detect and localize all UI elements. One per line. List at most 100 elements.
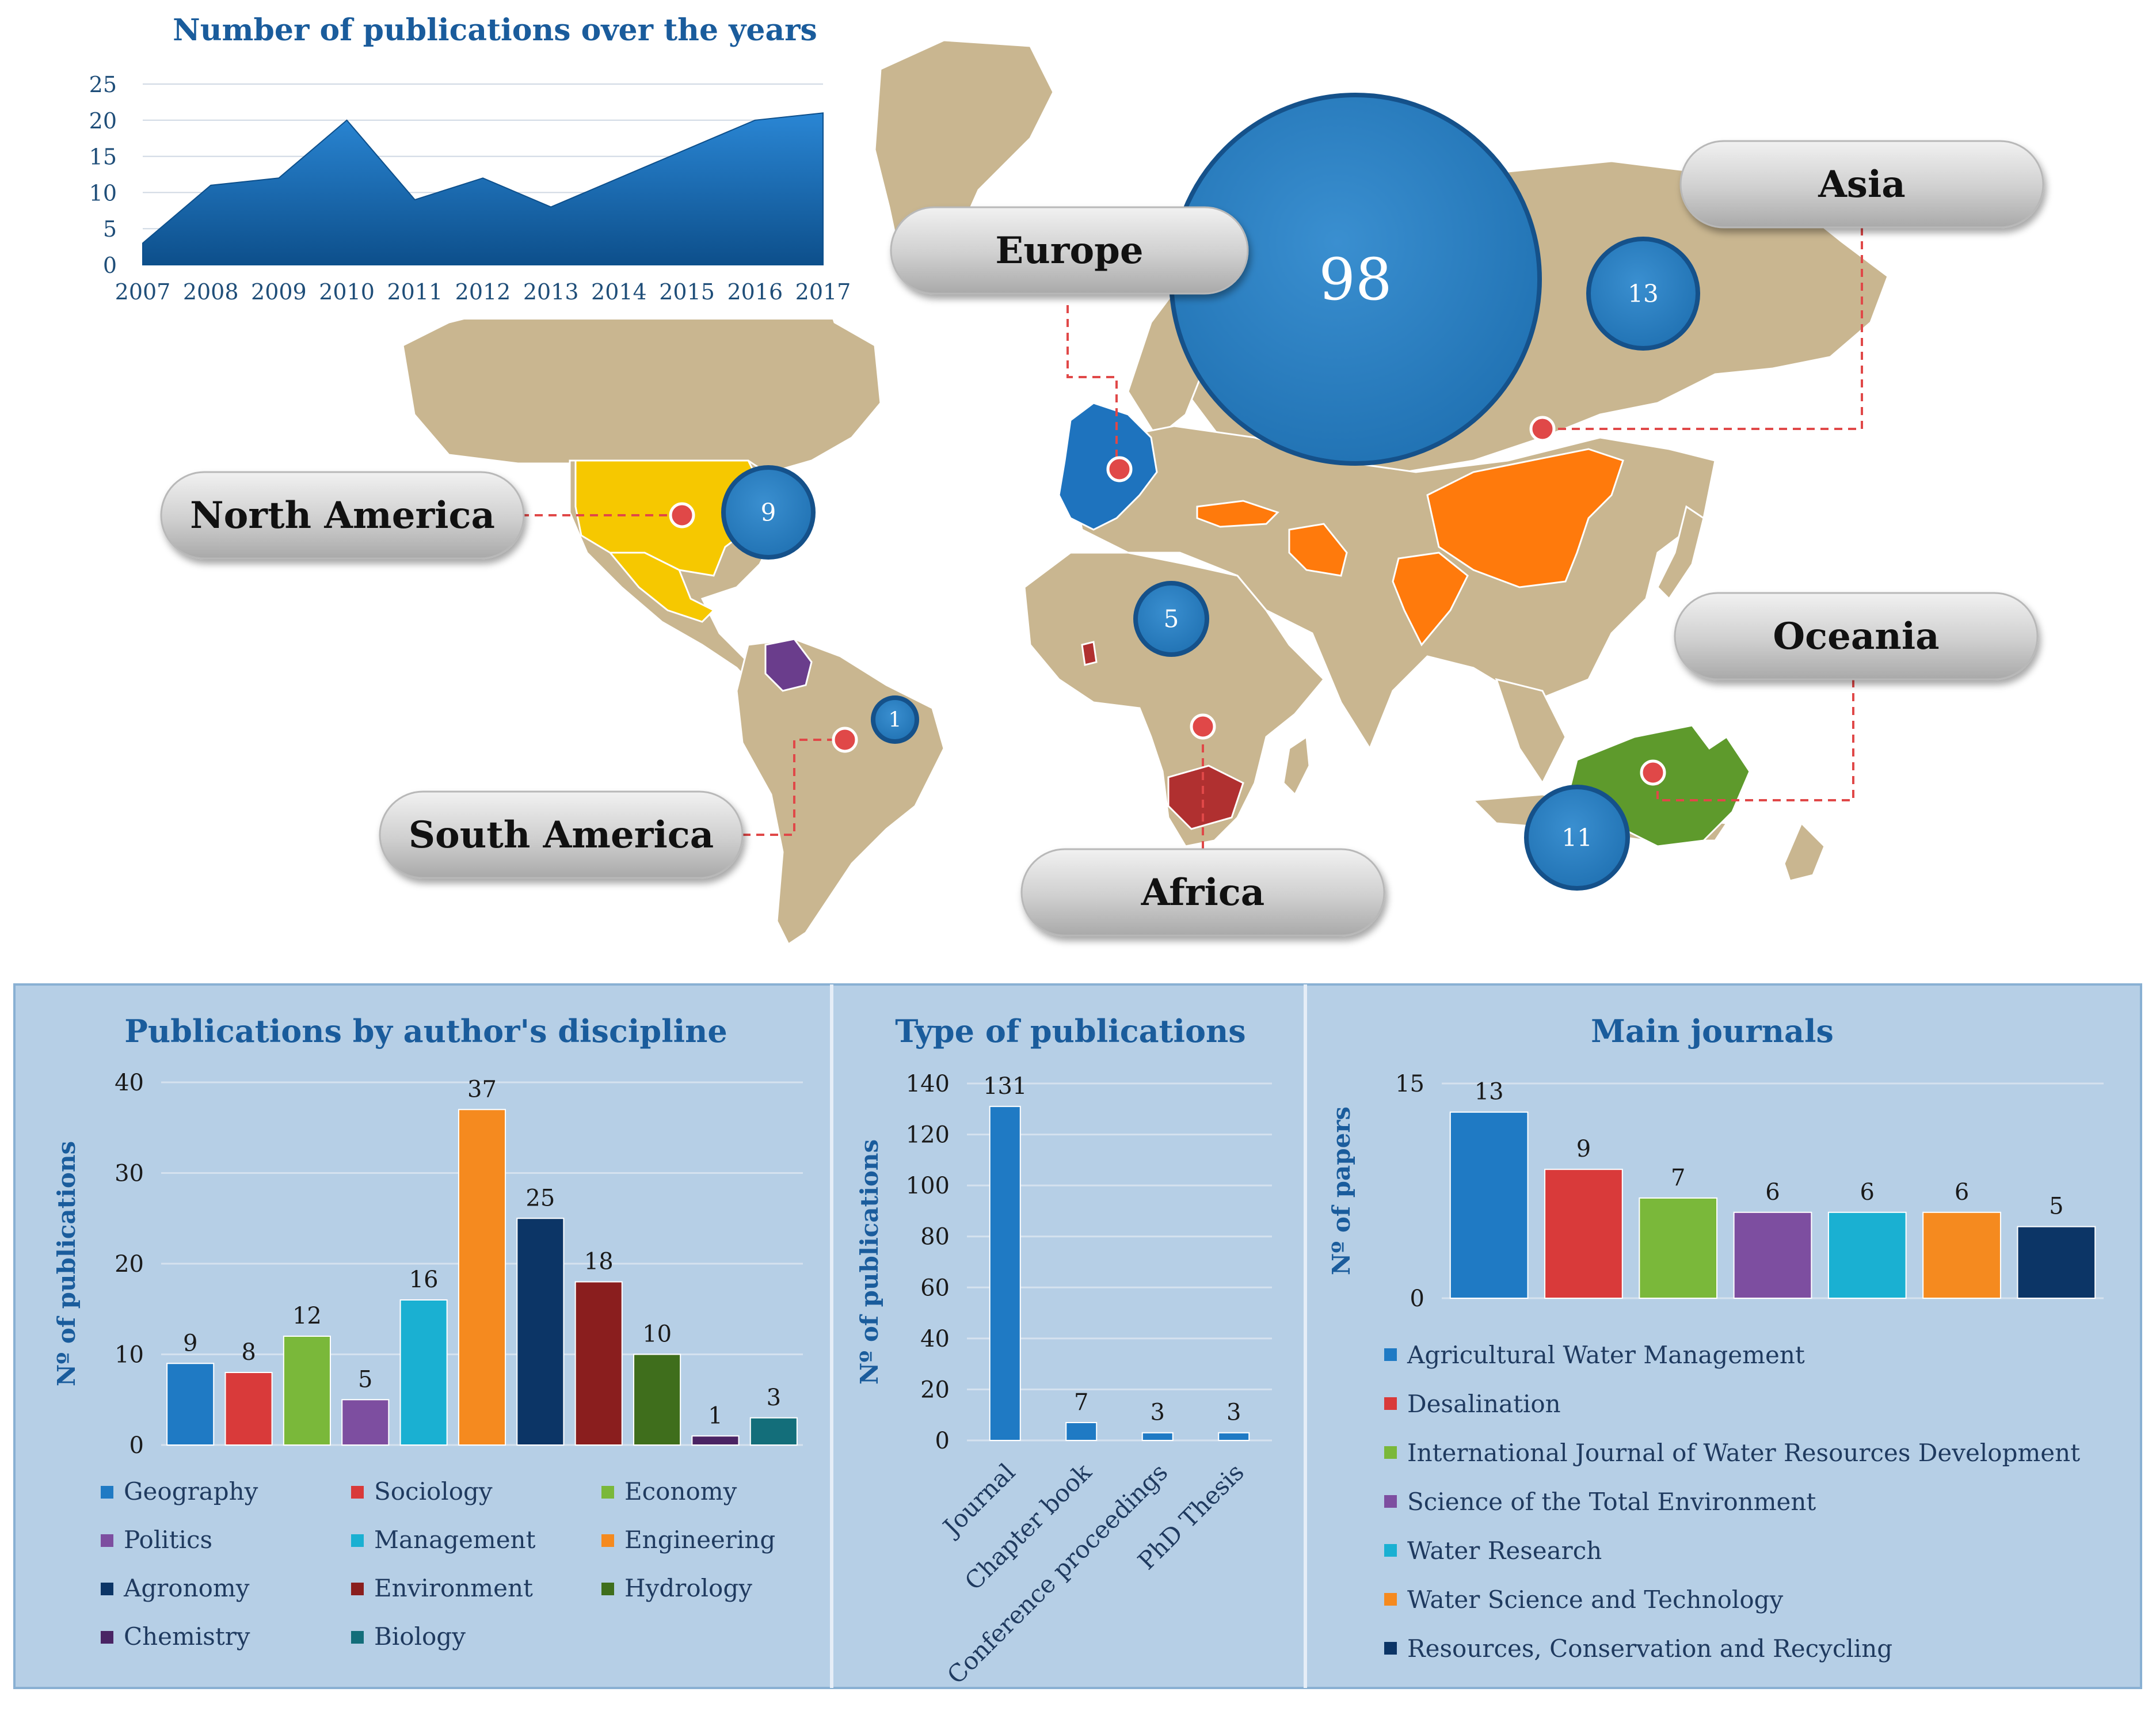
type-bar (1218, 1432, 1250, 1442)
journals-value-label: 6 (1765, 1179, 1780, 1206)
discipline-title: Publications by author's discipline (124, 1013, 727, 1050)
type-y-tick: 60 (920, 1275, 950, 1301)
south-america-callout (379, 790, 744, 879)
map-overlay: 98 13 9 1 5 11 Europe Asia North America South Am… (160, 93, 2044, 937)
highlight-turkey (1196, 500, 1279, 528)
journals-legend-label: International Journal of Water Resources… (1407, 1439, 2080, 1467)
discipline-legend-label: Geography (124, 1477, 258, 1505)
type-y-tick: 20 (920, 1377, 950, 1403)
oceania-connector (1656, 679, 1854, 801)
journals-legend-swatch (1384, 1446, 1397, 1459)
land-japan (1656, 505, 1705, 600)
europe-callout-label: Europe (995, 229, 1143, 272)
discipline-bar (399, 1299, 448, 1446)
oceania-bubble-value: 11 (1561, 824, 1592, 852)
type-value-label: 7 (1074, 1389, 1088, 1416)
area-x-tick: 2016 (727, 279, 783, 305)
discipline-legend-label: Engineering (624, 1526, 775, 1554)
area-x-tick: 2007 (115, 279, 171, 305)
area-y-tick: 5 (103, 216, 117, 242)
discipline-value-label: 18 (584, 1249, 614, 1275)
discipline-value-label: 16 (409, 1267, 439, 1293)
discipline-bar (283, 1336, 331, 1446)
journals-bar (1922, 1211, 2001, 1299)
land-new-zealand (1783, 822, 1826, 882)
asia-pin (1529, 416, 1556, 442)
journals-bar (2017, 1226, 2096, 1299)
north-america-callout (160, 471, 525, 560)
journals-legend-swatch (1384, 1544, 1397, 1557)
oceania-callout (1674, 592, 2039, 680)
journals-value-label: 5 (2049, 1193, 2063, 1220)
highlight-india (1392, 552, 1469, 647)
journals-bar (1449, 1111, 1529, 1299)
south-america-pin (832, 727, 858, 753)
area-x-tick: 2012 (455, 279, 511, 305)
journals-bar (1639, 1197, 1718, 1299)
journals-legend-swatch (1384, 1593, 1397, 1606)
area-x-tick: 2008 (183, 279, 239, 305)
north-america-pin (669, 502, 695, 528)
discipline-legend-label: Agronomy (123, 1574, 250, 1602)
journals-bar (1733, 1211, 1812, 1299)
discipline-legend-label: Management (374, 1526, 536, 1554)
europe-bubble-value: 98 (1319, 246, 1392, 313)
asia-bubble (1586, 237, 1700, 351)
area-y-tick: 10 (89, 180, 117, 206)
discipline-legend-swatch (101, 1583, 113, 1595)
highlight-ghana (1081, 641, 1098, 666)
south-america-callout-label: South America (409, 813, 714, 857)
discipline-legend-swatch (101, 1534, 113, 1547)
type-y-tick: 80 (920, 1224, 950, 1250)
discipline-bar (224, 1372, 273, 1446)
area-y-tick: 20 (89, 108, 117, 134)
journals-legend-swatch (1384, 1495, 1397, 1508)
type-value-label: 131 (983, 1073, 1027, 1100)
south-america-bubble-value: 1 (889, 709, 902, 732)
journals-y-tick: 15 (1395, 1071, 1424, 1097)
asia-callout (1679, 140, 2044, 229)
journals-legend-label: Resources, Conservation and Recycling (1407, 1634, 1892, 1663)
discipline-legend-swatch (351, 1486, 364, 1499)
type-y-tick: 120 (906, 1122, 950, 1149)
journals-legend-swatch (1384, 1348, 1397, 1361)
type-y-tick: 40 (920, 1326, 950, 1352)
discipline-legend-swatch (351, 1534, 364, 1547)
discipline-legend-swatch (351, 1631, 364, 1644)
discipline-bar (341, 1399, 390, 1446)
north-america-bubble (721, 465, 816, 560)
area-x-tick: 2014 (591, 279, 647, 305)
journals-y-label: Nº of papers (1327, 1107, 1355, 1275)
discipline-legend-label: Biology (374, 1622, 466, 1651)
area-y-tick: 25 (89, 72, 117, 97)
land-africa (1023, 552, 1325, 847)
discipline-value-label: 9 (183, 1330, 197, 1356)
area-chart-publications-years: Number of publications over the years 0 5 1… (89, 0, 869, 320)
discipline-value-label: 37 (467, 1076, 497, 1102)
journals-value-label: 13 (1475, 1079, 1504, 1105)
discipline-legend-swatch (601, 1486, 614, 1499)
type-value-label: 3 (1151, 1400, 1165, 1426)
journals-chart: Main journals 0 15 Nº of papers 13 9 7 6 6 6 5 Agri… (1327, 1013, 2104, 1663)
discipline-value-label: 1 (708, 1402, 722, 1429)
area-y-tick: 15 (89, 145, 117, 170)
discipline-y-tick: 30 (115, 1161, 144, 1187)
discipline-value-label: 12 (292, 1303, 322, 1329)
discipline-y-tick: 0 (129, 1432, 144, 1459)
africa-callout-label: Africa (1141, 871, 1265, 914)
discipline-legend-swatch (601, 1534, 614, 1547)
asia-callout-label: Asia (1818, 163, 1905, 206)
discipline-legend-label: Environment (374, 1574, 533, 1602)
journals-title: Main journals (1591, 1013, 1834, 1050)
journals-value-label: 9 (1576, 1136, 1591, 1162)
discipline-bar (458, 1109, 506, 1446)
discipline-legend-label: Hydrology (624, 1574, 752, 1602)
discipline-value-label: 10 (642, 1321, 672, 1348)
discipline-bar (166, 1363, 215, 1446)
discipline-value-label: 3 (767, 1385, 781, 1411)
africa-bubble (1133, 581, 1209, 657)
discipline-legend-swatch (601, 1583, 614, 1595)
discipline-value-label: 5 (358, 1366, 372, 1393)
